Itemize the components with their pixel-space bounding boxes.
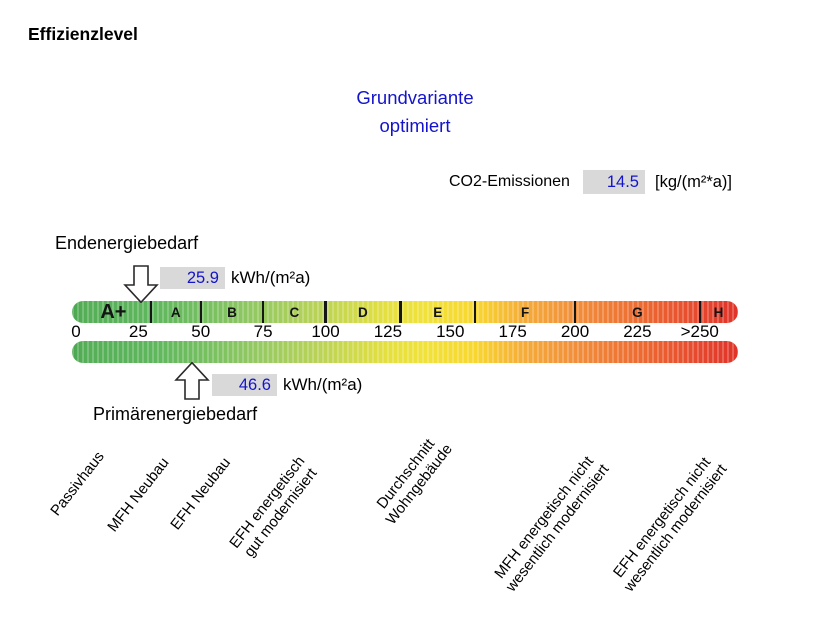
tick-label-1: 25 (128, 322, 148, 341)
tick-label-8: 200 (560, 322, 590, 341)
class-label-B: B (227, 305, 237, 320)
tick-label-3: 75 (253, 322, 273, 341)
primary-energy-unit: kWh/(m²a) (283, 375, 363, 394)
benchmark-label-text: EFH energetisch gut modernisiert (226, 453, 321, 561)
class-label-D: D (358, 305, 368, 320)
endenergy-arrow-down-icon (122, 265, 159, 303)
class-label-G: G (632, 305, 643, 320)
benchmark-label-text: Durchschnitt Wohngebäude (373, 435, 456, 528)
class-separator (261, 301, 265, 323)
benchmark-label-text: MFH Neubau (104, 453, 173, 535)
class-separator (473, 301, 477, 323)
tick-label-4: 100 (311, 322, 340, 341)
endenergy-unit: kWh/(m²a) (231, 268, 311, 287)
primary-energy-label: Primärenergiebedarf (93, 404, 258, 424)
tick-label-6: 150 (436, 322, 465, 341)
class-label-E: E (433, 305, 443, 320)
tick-label-2: 50 (191, 322, 211, 341)
efficiency-bar-bottom (72, 341, 738, 363)
endenergy-label: Endenergiebedarf (55, 233, 199, 253)
class-label-A+: A+ (100, 301, 127, 323)
endenergy-value-box: 25.9 (160, 267, 225, 289)
tick-label-7: 175 (498, 322, 527, 341)
efficiency-bar-top: A+ A B C D E F G H (72, 301, 738, 323)
co2-value-box: 14.5 (583, 170, 645, 194)
class-label-A: A (170, 305, 181, 320)
tick-label-9: 225 (623, 322, 652, 341)
class-separator (149, 301, 153, 323)
scale-ticks: 0 25 50 75 100 125 150 175 200 225 >250 (0, 322, 836, 341)
tick-label-0: 0 (71, 322, 81, 341)
scenario-line-1: Grundvariante (356, 87, 474, 108)
class-label-F: F (520, 305, 530, 320)
page-title: Effizienzlevel (28, 24, 138, 44)
scenario-line-2: optimiert (379, 115, 451, 136)
class-label-C: C (289, 305, 300, 320)
primary-energy-arrow-up-icon (174, 362, 211, 400)
co2-label: CO2-Emissionen (449, 173, 570, 190)
primary-energy-value-box: 46.6 (212, 374, 277, 396)
co2-unit: [kg/(m²*a)] (655, 173, 733, 191)
class-label-H: H (713, 305, 724, 320)
class-separator (573, 301, 577, 323)
tick-label-5: 125 (373, 322, 403, 341)
tick-label-10: >250 (680, 322, 719, 341)
benchmark-label-text: EFH Neubau (167, 453, 234, 533)
class-separator (199, 301, 202, 323)
class-separator (399, 301, 402, 323)
benchmark-label-text: EFH energetisch nicht wesentlich moderni… (610, 454, 731, 595)
benchmark-label-text: Passivhaus (47, 447, 108, 519)
scenario-label: Grundvariante optimiert (325, 84, 505, 140)
class-separator (698, 301, 701, 323)
class-separator (324, 301, 327, 323)
benchmark-label-text: MFH energetisch nicht wesentlich moderni… (491, 453, 613, 595)
